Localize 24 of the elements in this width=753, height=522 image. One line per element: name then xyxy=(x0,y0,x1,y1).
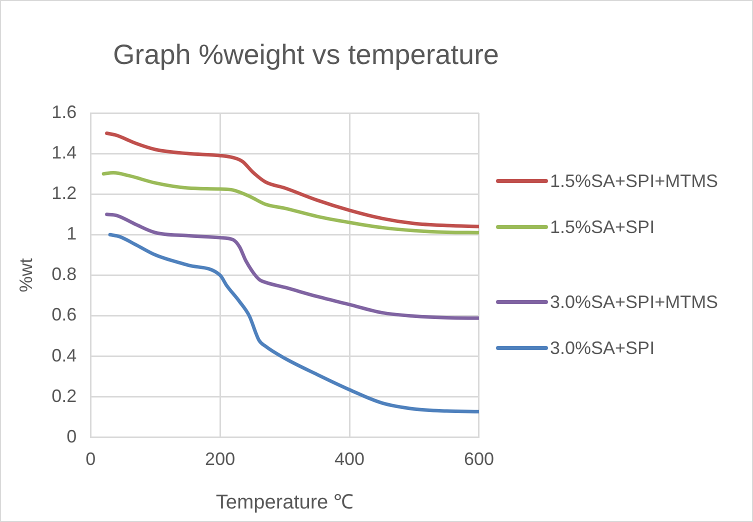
line-series xyxy=(102,171,479,234)
y-tick-label: 1.2 xyxy=(52,183,77,204)
legend-label: 3.0%SA+SPI+MTMS xyxy=(550,291,720,314)
x-tick-label: 0 xyxy=(86,449,96,470)
x-tick-label: 600 xyxy=(464,449,494,470)
x-tick-label: 200 xyxy=(205,449,236,470)
line-series xyxy=(108,232,479,414)
y-tick-label: 0.4 xyxy=(52,345,77,366)
legend-label: 1.5%SA+SPI+MTMS xyxy=(550,170,720,193)
y-tick-label: 1.4 xyxy=(52,142,77,163)
legend-label: 1.5%SA+SPI xyxy=(550,216,656,239)
line-series xyxy=(105,132,479,228)
line-series xyxy=(105,212,479,320)
y-axis-title: %wt xyxy=(16,258,36,292)
y-tick-label: 0.6 xyxy=(52,304,77,325)
x-axis-title: Temperature ℃ xyxy=(216,492,354,514)
legend-label: 3.0%SA+SPI xyxy=(550,337,656,360)
y-tick-label: 0.2 xyxy=(52,386,77,406)
chart-title: Graph %weight vs temperature xyxy=(112,39,500,71)
y-tick-label: 0 xyxy=(66,426,77,446)
y-tick-label: 1.6 xyxy=(52,102,77,122)
x-tick-label: 400 xyxy=(334,449,365,470)
y-tick-label: 0.8 xyxy=(52,264,77,284)
y-tick-label: 1 xyxy=(66,224,77,244)
